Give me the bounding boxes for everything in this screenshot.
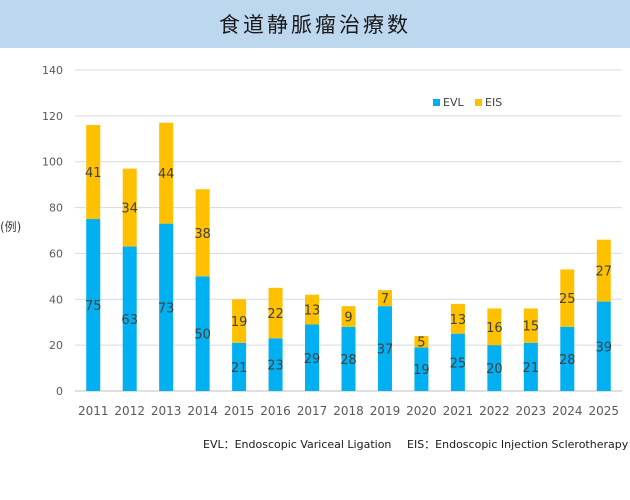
bar-evl-2011: [86, 219, 101, 391]
bar-eis-2025: [596, 239, 611, 302]
data-label-evl: 21: [523, 361, 540, 376]
data-label-evl: 63: [121, 313, 138, 328]
legend-swatch-evl: [433, 99, 440, 106]
x-tick-label: 2022: [479, 404, 510, 418]
data-label-evl: 21: [231, 361, 248, 376]
bar-eis-2020: [414, 335, 429, 348]
data-label-evl: 39: [595, 340, 612, 355]
bar-eis-2024: [560, 269, 575, 327]
legend-label-eis: EIS: [485, 96, 502, 109]
x-tick-label: 2021: [443, 404, 474, 418]
bar-evl-2021: [450, 333, 465, 391]
bar-eis-2018: [341, 306, 356, 327]
data-label-evl: 37: [377, 343, 394, 358]
x-tick-label: 2015: [224, 404, 255, 418]
bar-evl-2013: [159, 223, 174, 391]
x-tick-label: 2012: [114, 404, 145, 418]
data-label-eis: 22: [267, 307, 284, 322]
bar-eis-2019: [377, 290, 392, 307]
data-label-evl: 20: [486, 362, 503, 377]
y-tick-label: 0: [56, 385, 63, 398]
bar-evl-2014: [195, 276, 210, 391]
bar-eis-2017: [305, 294, 320, 325]
data-label-evl: 23: [267, 359, 284, 374]
x-tick-label: 2025: [588, 404, 619, 418]
bar-evl-2025: [596, 301, 611, 391]
bar-evl-2020: [414, 347, 429, 391]
data-label-eis: 15: [523, 320, 540, 335]
legend-swatch-eis: [475, 99, 482, 106]
bar-evl-2012: [122, 246, 137, 391]
bar-eis-2013: [159, 122, 174, 224]
y-tick-label: 80: [49, 202, 63, 215]
bar-evl-2019: [377, 306, 392, 391]
chart-title: 食道静脈瘤治療数: [219, 13, 411, 37]
x-tick-label: 2014: [187, 404, 218, 418]
bar-evl-2017: [305, 324, 320, 391]
legend-label-evl: EVL: [443, 96, 464, 109]
x-tick-label: 2011: [78, 404, 109, 418]
bar-eis-2012: [122, 168, 137, 247]
data-label-evl: 25: [450, 356, 467, 371]
x-tick-label: 2019: [370, 404, 401, 418]
data-label-eis: 9: [344, 310, 352, 325]
bar-evl-2016: [268, 338, 283, 391]
bar-evl-2015: [232, 342, 247, 391]
title-bar: 食道静脈瘤治療数: [0, 0, 630, 48]
data-label-eis: 38: [194, 227, 211, 242]
x-tick-label: 2020: [406, 404, 437, 418]
stacked-bar-chart: 0204060801001201407541201163342012734420…: [42, 64, 622, 418]
y-tick-label: 40: [49, 293, 63, 306]
data-label-evl: 19: [413, 363, 430, 378]
evl-abbreviation-note: EVL：Endoscopic Variceal Ligation: [203, 438, 392, 451]
data-label-eis: 16: [486, 321, 503, 336]
bar-eis-2015: [232, 299, 247, 343]
x-tick-label: 2018: [333, 404, 364, 418]
data-label-evl: 75: [85, 299, 102, 314]
data-label-eis: 27: [595, 265, 612, 280]
y-axis-label: (例): [0, 220, 22, 234]
bar-eis-2014: [195, 189, 210, 277]
x-tick-label: 2024: [552, 404, 583, 418]
x-tick-label: 2017: [297, 404, 328, 418]
bar-eis-2011: [86, 125, 101, 220]
data-label-eis: 44: [158, 167, 175, 182]
bar-evl-2023: [523, 342, 538, 391]
x-tick-label: 2013: [151, 404, 182, 418]
bar-eis-2022: [487, 308, 502, 346]
y-tick-label: 60: [49, 247, 63, 260]
bar-eis-2021: [450, 303, 465, 334]
eis-abbreviation-note: EIS：Endoscopic Injection Sclerotherapy: [407, 438, 629, 451]
x-tick-label: 2016: [260, 404, 291, 418]
data-label-eis: 19: [231, 315, 248, 330]
data-label-eis: 41: [85, 166, 102, 181]
y-tick-label: 120: [42, 110, 63, 123]
bar-eis-2023: [523, 308, 538, 343]
y-tick-label: 140: [42, 64, 63, 77]
data-label-evl: 28: [559, 353, 576, 368]
data-label-evl: 29: [304, 352, 321, 367]
data-label-eis: 34: [121, 202, 138, 217]
bar-evl-2024: [560, 326, 575, 391]
data-label-evl: 73: [158, 301, 175, 316]
data-label-eis: 5: [417, 336, 425, 351]
data-label-eis: 13: [304, 304, 321, 319]
x-tick-label: 2023: [516, 404, 547, 418]
bar-eis-2016: [268, 287, 283, 339]
bar-evl-2018: [341, 326, 356, 391]
data-label-eis: 7: [381, 292, 389, 307]
data-label-evl: 50: [194, 328, 211, 343]
data-label-evl: 28: [340, 353, 357, 368]
y-tick-label: 100: [42, 156, 63, 169]
data-label-eis: 25: [559, 292, 576, 307]
bar-evl-2022: [487, 345, 502, 391]
data-label-eis: 13: [450, 313, 467, 328]
y-tick-label: 20: [49, 339, 63, 352]
